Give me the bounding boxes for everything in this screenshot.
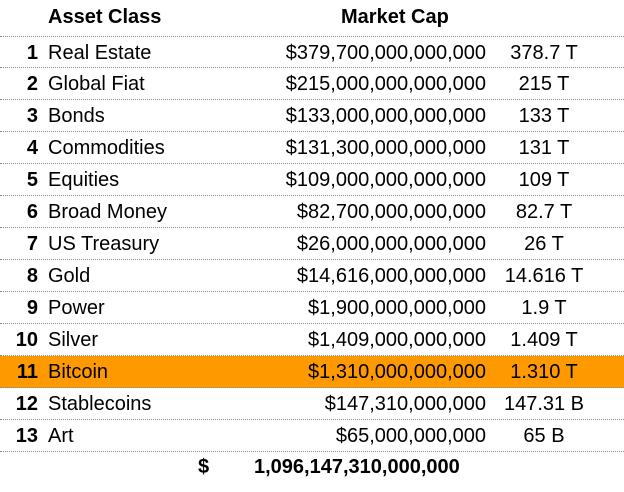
row-rank: 2 — [26, 73, 38, 95]
row-market-cap: $14,616,000,000,000 — [296, 265, 486, 287]
row-market-cap-short: 147.31 B — [503, 393, 585, 415]
row-market-cap: $26,000,000,000,000 — [296, 233, 486, 255]
row-market-cap: $1,900,000,000,000 — [308, 297, 486, 319]
table-row: 8 Gold $14,616,000,000,000 14.616 T — [0, 260, 624, 292]
row-rank: 1 — [26, 42, 38, 64]
row-asset-name: Commodities — [48, 137, 165, 159]
row-market-cap-short: 82.7 T — [515, 201, 573, 223]
row-market-cap-short: 1.9 T — [521, 297, 567, 319]
header-asset-class: Asset Class — [48, 6, 162, 28]
table-row: 7 US Treasury $26,000,000,000,000 26 T — [0, 228, 624, 260]
row-rank: 12 — [15, 393, 38, 415]
row-market-cap-short: 65 B — [523, 425, 565, 447]
row-market-cap: $1,409,000,000,000 — [308, 329, 486, 351]
row-asset-name: Bonds — [48, 105, 105, 127]
total-currency-symbol: $ — [198, 456, 210, 478]
table-row: 3 Bonds $133,000,000,000,000 133 T — [0, 100, 624, 132]
table-row: 5 Equities $109,000,000,000,000 109 T — [0, 164, 624, 196]
total-market-cap: 1,096,147,310,000,000 — [254, 456, 460, 478]
row-asset-name: Global Fiat — [48, 73, 145, 95]
row-market-cap: $82,700,000,000,000 — [296, 201, 486, 223]
row-market-cap: $147,310,000,000 — [324, 393, 486, 415]
row-rank: 11 — [16, 361, 38, 383]
row-rank: 13 — [15, 425, 38, 447]
table-row: 1 Real Estate $379,700,000,000,000 378.7… — [0, 36, 624, 68]
table-row: 13 Art $65,000,000,000 65 B — [0, 420, 624, 452]
row-market-cap-short: 26 T — [524, 233, 564, 255]
row-market-cap-short: 131 T — [518, 137, 570, 159]
row-asset-name: Equities — [48, 169, 120, 191]
table-body: 1 Real Estate $379,700,000,000,000 378.7… — [0, 36, 624, 452]
row-market-cap-short: 109 T — [518, 169, 570, 191]
header-market-cap: Market Cap — [341, 6, 449, 28]
row-rank: 4 — [26, 137, 38, 159]
row-rank: 7 — [26, 233, 38, 255]
row-market-cap: $1,310,000,000,000 — [308, 361, 486, 383]
row-asset-name: Stablecoins — [48, 393, 152, 415]
row-rank: 9 — [26, 297, 38, 319]
row-market-cap: $109,000,000,000,000 — [285, 169, 486, 191]
table-row: 12 Stablecoins $147,310,000,000 147.31 B — [0, 388, 624, 420]
table-row-highlighted: 11 Bitcoin $1,310,000,000,000 1.310 T — [0, 356, 624, 388]
row-rank: 3 — [26, 105, 38, 127]
row-asset-name: Real Estate — [48, 42, 152, 64]
total-row: $ 1,096,147,310,000,000 — [0, 452, 624, 484]
row-market-cap-short: 14.616 T — [504, 265, 584, 287]
row-market-cap-short: 378.7 T — [510, 42, 578, 64]
row-rank: 6 — [26, 201, 38, 223]
row-asset-name: Silver — [48, 329, 99, 351]
row-market-cap-short: 133 T — [518, 105, 570, 127]
table-row: 4 Commodities $131,300,000,000,000 131 T — [0, 132, 624, 164]
row-market-cap: $65,000,000,000 — [335, 425, 486, 447]
table-row: 6 Broad Money $82,700,000,000,000 82.7 T — [0, 196, 624, 228]
table-row: 2 Global Fiat $215,000,000,000,000 215 T — [0, 68, 624, 100]
row-rank: 5 — [26, 169, 38, 191]
row-market-cap-short: 215 T — [518, 73, 570, 95]
row-market-cap: $131,300,000,000,000 — [285, 137, 486, 159]
row-asset-name: US Treasury — [48, 233, 160, 255]
row-asset-name: Bitcoin — [48, 361, 109, 383]
row-market-cap: $215,000,000,000,000 — [285, 73, 486, 95]
row-asset-name: Art — [48, 425, 74, 447]
row-rank: 8 — [26, 265, 38, 287]
table-header: Asset Class Market Cap — [0, 0, 624, 36]
row-asset-name: Broad Money — [48, 201, 167, 223]
table-row: 10 Silver $1,409,000,000,000 1.409 T — [0, 324, 624, 356]
row-asset-name: Power — [48, 297, 105, 319]
row-market-cap-short: 1.409 T — [510, 329, 578, 351]
row-market-cap: $379,700,000,000,000 — [285, 42, 486, 64]
row-market-cap-short: 1.310 T — [510, 361, 578, 383]
row-market-cap: $133,000,000,000,000 — [285, 105, 486, 127]
row-rank: 10 — [15, 329, 38, 351]
row-asset-name: Gold — [48, 265, 91, 287]
table-row: 9 Power $1,900,000,000,000 1.9 T — [0, 292, 624, 324]
